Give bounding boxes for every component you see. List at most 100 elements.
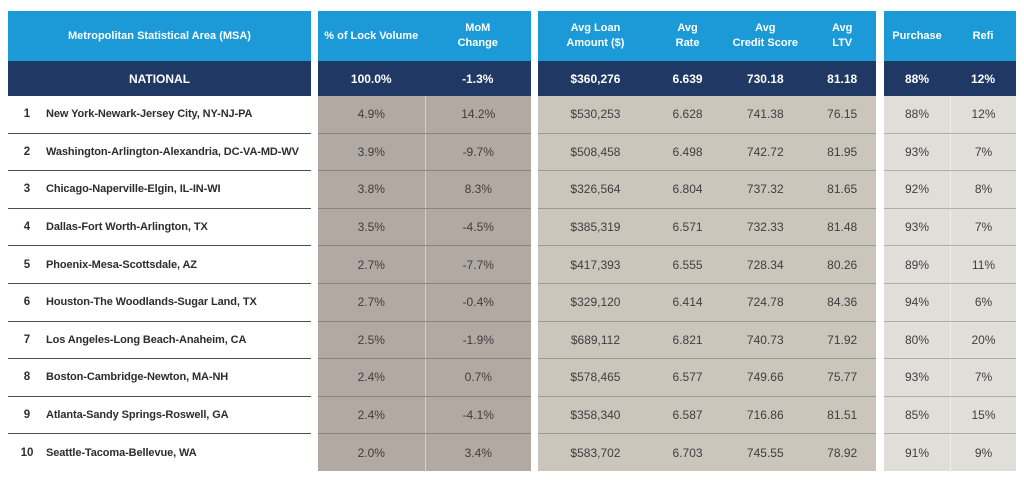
cell-avg-ltv: 80.26	[827, 257, 858, 272]
column-header-avg-credit: Avg Credit Score	[732, 22, 798, 49]
cell-avg-ltv: 81.95	[827, 144, 858, 159]
national-avg-loan: $360,276	[570, 71, 621, 86]
cell-lock-volume: 2.7%	[357, 257, 385, 272]
cell-avg-rate: 6.571	[672, 220, 703, 235]
cell-purchase: 93%	[904, 220, 930, 235]
national-purchase: 88%	[904, 71, 930, 86]
table-row: 2.0% 3.4%	[318, 434, 531, 471]
national-refi: 12%	[970, 71, 996, 86]
national-row: NATIONAL	[8, 61, 311, 96]
national-avg-credit: 730.18	[746, 71, 784, 86]
column-header-row: % of Lock Volume MoM Change	[318, 11, 531, 61]
row-msa-name: Dallas-Fort Worth-Arlington, TX	[46, 221, 208, 234]
table-row: 1 New York-Newark-Jersey City, NY-NJ-PA	[8, 96, 311, 134]
cell-avg-rate: 6.628	[672, 107, 703, 122]
row-msa-name: New York-Newark-Jersey City, NY-NJ-PA	[46, 108, 253, 121]
column-header-avg-ltv: Avg LTV	[831, 22, 853, 49]
cell-avg-credit: 724.78	[746, 295, 784, 310]
cell-avg-rate: 6.555	[672, 257, 703, 272]
table-row: 3.9% -9.7%	[318, 133, 532, 172]
column-header-refi: Refi	[972, 29, 994, 42]
cell-avg-ltv: 81.51	[827, 408, 858, 423]
row-rank: 7	[23, 333, 31, 346]
row-msa-name: Houston-The Woodlands-Sugar Land, TX	[46, 296, 257, 309]
cell-lock-volume: 4.9%	[357, 107, 385, 122]
lock-volume-panel: % of Lock Volume MoM Change 100.0% -1.3%…	[318, 11, 531, 471]
cell-refi: 20%	[950, 321, 1016, 359]
cell-purchase: 93%	[904, 144, 930, 159]
national-avg-rate: 6.639	[672, 71, 703, 86]
column-header-avg-loan: Avg Loan Amount ($)	[566, 22, 625, 49]
table-row: $689,112 6.821 740.73 71.92	[538, 322, 876, 360]
row-rank: 2	[23, 145, 31, 158]
cell-avg-ltv: 81.65	[827, 182, 858, 197]
cell-avg-credit: 742.72	[746, 144, 784, 159]
cell-avg-rate: 6.703	[672, 445, 703, 460]
cell-mom-change: -9.7%	[424, 133, 532, 171]
row-rank: 8	[23, 371, 31, 384]
table-row: 8 Boston-Cambridge-Newton, MA-NH	[8, 359, 311, 397]
row-rank: 4	[23, 221, 31, 234]
cell-avg-loan: $689,112	[570, 332, 621, 347]
table-row: 4 Dallas-Fort Worth-Arlington, TX	[8, 209, 311, 247]
table-row: $326,564 6.804 737.32 81.65	[538, 171, 876, 209]
table-row: 4.9% 14.2%	[318, 96, 531, 134]
row-msa-name: Washington-Arlington-Alexandria, DC-VA-M…	[46, 145, 299, 158]
cell-mom-change: -4.1%	[424, 396, 532, 434]
table-row: 3 Chicago-Naperville-Elgin, IL-IN-WI	[8, 171, 311, 209]
loan-metrics-rows: $530,253 6.628 741.38 76.15 $508,458 6.498 742…	[538, 96, 876, 471]
table-row: $583,702 6.703 745.55 78.92	[538, 434, 876, 471]
table-row: 2.7% -7.7%	[318, 246, 531, 284]
cell-refi: 12%	[950, 96, 1016, 133]
cell-avg-loan: $417,393	[570, 257, 621, 272]
table-row: 6 Houston-The Woodlands-Sugar Land, TX	[8, 284, 311, 322]
cell-mom-change: 0.7%	[424, 359, 532, 396]
cell-avg-ltv: 76.15	[827, 107, 858, 122]
cell-lock-volume: 3.8%	[357, 182, 385, 197]
row-rank: 9	[23, 409, 31, 422]
cell-avg-credit: 740.73	[746, 332, 784, 347]
national-row: $360,276 6.639 730.18 81.18	[538, 61, 876, 96]
row-msa-name: Chicago-Naperville-Elgin, IL-IN-WI	[46, 183, 221, 196]
cell-purchase: 94%	[904, 295, 930, 310]
cell-lock-volume: 2.4%	[357, 370, 385, 385]
table-row: $417,393 6.555 728.34 80.26	[538, 246, 876, 284]
row-msa-name: Boston-Cambridge-Newton, MA-NH	[46, 371, 229, 384]
table-row: 85% 15%	[884, 396, 1016, 435]
cell-refi: 15%	[950, 396, 1016, 434]
purchase-refi-panel: Purchase Refi 88% 12% 88% 12% 93% 7% 92% 8% 93…	[884, 11, 1016, 471]
cell-avg-ltv: 78.92	[827, 445, 858, 460]
table-row: 2 Washington-Arlington-Alexandria, DC-VA-…	[8, 134, 311, 172]
msa-panel: Metropolitan Statistical Area (MSA) NATI…	[8, 11, 311, 471]
national-mom-change: -1.3%	[462, 71, 494, 86]
cell-avg-loan: $329,120	[570, 295, 621, 310]
national-lock-volume: 100.0%	[350, 71, 392, 86]
table-row: 80% 20%	[884, 321, 1016, 360]
cell-avg-credit: 745.55	[746, 445, 784, 460]
cell-lock-volume: 2.4%	[357, 408, 385, 423]
table-row: 3.5% -4.5%	[318, 208, 531, 247]
table-row: 5 Phoenix-Mesa-Scottsdale, AZ	[8, 246, 311, 284]
cell-refi: 11%	[950, 246, 1016, 283]
cell-purchase: 89%	[904, 257, 930, 272]
cell-mom-change: 14.2%	[424, 96, 532, 133]
column-header-row: Purchase Refi	[884, 11, 1016, 61]
table-row: $358,340 6.587 716.86 81.51	[538, 397, 876, 435]
cell-purchase: 92%	[904, 182, 930, 197]
cell-avg-loan: $385,319	[570, 220, 621, 235]
table-row: $385,319 6.571 732.33 81.48	[538, 209, 876, 247]
purchase-refi-rows: 88% 12% 93% 7% 92% 8% 93% 7% 89% 11% 94% 6% 80% 20% 93…	[884, 96, 1016, 471]
column-header-msa: Metropolitan Statistical Area (MSA)	[68, 29, 251, 42]
row-rank: 3	[23, 183, 31, 196]
cell-refi: 7%	[950, 359, 1016, 396]
cell-purchase: 88%	[904, 107, 930, 122]
table-row: 2.7% -0.4%	[318, 283, 531, 322]
cell-avg-loan: $326,564	[570, 182, 621, 197]
table-row: $578,465 6.577 749.66 75.77	[538, 359, 876, 397]
cell-mom-change: -7.7%	[424, 246, 532, 283]
cell-avg-rate: 6.498	[672, 144, 703, 159]
table-row: 93% 7%	[884, 133, 1016, 172]
table-row: $329,120 6.414 724.78 84.36	[538, 284, 876, 322]
column-header-row: Metropolitan Statistical Area (MSA)	[8, 11, 311, 61]
cell-purchase: 93%	[904, 370, 930, 385]
